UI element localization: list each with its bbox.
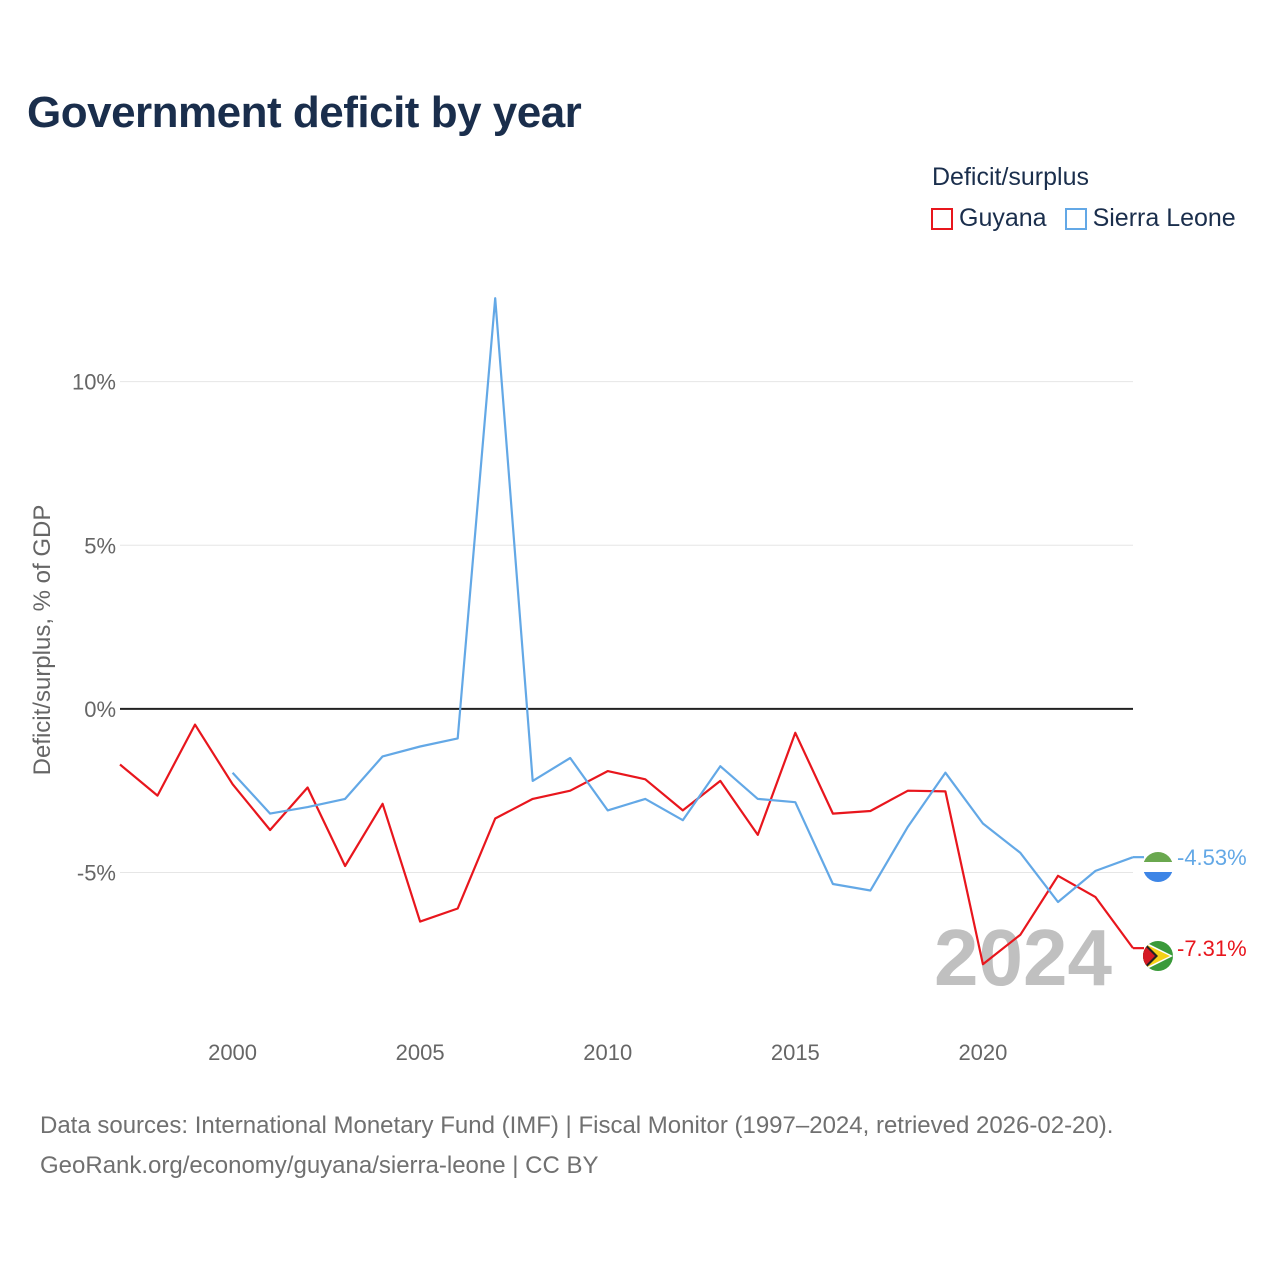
- x-tick-label: 2010: [583, 1040, 632, 1065]
- legend: Guyana Sierra Leone: [931, 204, 1254, 233]
- guyana-flag-icon: [1143, 941, 1173, 971]
- y-tick-label: 5%: [84, 533, 116, 558]
- footer-sources: Data sources: International Monetary Fun…: [40, 1112, 1114, 1139]
- series-line-sierra-leone: [231, 297, 1134, 904]
- y-tick-label: 0%: [84, 697, 116, 722]
- x-tick-label: 2015: [771, 1040, 820, 1065]
- legend-label-guyana: Guyana: [959, 204, 1047, 232]
- x-tick-label: 2020: [958, 1040, 1007, 1065]
- chart-title: Government deficit by year: [27, 88, 582, 137]
- x-tick-label: 2000: [208, 1040, 257, 1065]
- y-axis-title: Deficit/surplus, % of GDP: [29, 505, 56, 776]
- footer-attribution[interactable]: GeoRank.org/economy/guyana/sierra-leone …: [40, 1152, 599, 1179]
- y-tick-label: 10%: [72, 370, 116, 395]
- legend-title: Deficit/surplus: [932, 163, 1089, 191]
- end-value-label-guyana: -7.31%: [1177, 936, 1247, 961]
- end-value-label-sierra-leone: -4.53%: [1177, 845, 1247, 870]
- sierra-leone-flag-icon: [1143, 852, 1173, 882]
- x-tick-label: 2005: [396, 1040, 445, 1065]
- legend-item-guyana[interactable]: Guyana: [931, 204, 1047, 233]
- legend-item-sierra-leone[interactable]: Sierra Leone: [1064, 204, 1236, 233]
- y-tick-label: -5%: [77, 861, 116, 886]
- legend-swatch-guyana: [931, 207, 953, 230]
- series-line-guyana: [119, 723, 1134, 966]
- legend-label-sierra-leone: Sierra Leone: [1092, 204, 1236, 232]
- footer: Data sources: International Monetary Fun…: [40, 1106, 1113, 1186]
- legend-swatch-sierra-leone: [1064, 207, 1087, 230]
- line-chart: 10% 5% 0% -5% 2000 2005 2010 2015 2020 Deficit/su…: [29, 297, 1247, 1065]
- year-watermark: 2024: [934, 913, 1112, 1002]
